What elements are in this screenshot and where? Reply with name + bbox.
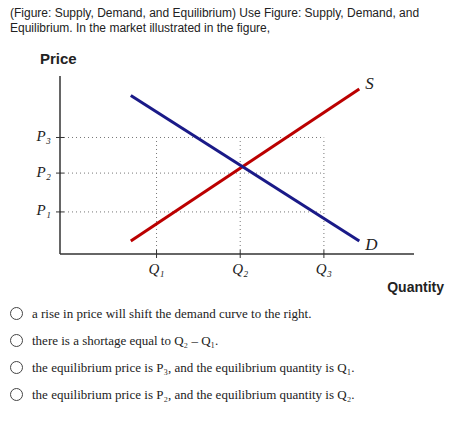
option: the equilibrium price is P₂, and the equ… xyxy=(10,381,468,408)
grid-line xyxy=(240,137,241,254)
plot-area xyxy=(131,89,359,241)
tick-label: Q₃ xyxy=(316,261,332,277)
tick-label: P₃ xyxy=(36,128,51,144)
option-text: the equilibrium price is P₂, and the equ… xyxy=(32,387,354,403)
tick-label: P₁ xyxy=(36,202,51,218)
x-axis-label: Quantity xyxy=(387,279,444,295)
curve-label: S xyxy=(365,74,374,93)
x-axis xyxy=(60,253,414,255)
radio xyxy=(10,388,23,401)
tick-label: P₂ xyxy=(36,164,51,180)
y-axis-label: Price xyxy=(40,50,77,67)
tick-label: Q₂ xyxy=(232,261,248,277)
option: there is a shortage equal to Q₂ – Q₁. xyxy=(10,327,468,354)
curve-label: D xyxy=(364,235,378,254)
radio xyxy=(10,334,23,347)
tick-label: Q₁ xyxy=(149,261,165,277)
chart: P₁ P₂ P₃ Q₁ Q₂ Q₃ Price Quantity S D xyxy=(0,42,474,297)
option: the equilibrium price is P₃, and the equ… xyxy=(10,354,468,381)
tick xyxy=(56,137,64,138)
curve xyxy=(131,89,359,241)
option: a rise in price will shift the demand cu… xyxy=(10,300,468,327)
y-axis xyxy=(59,76,61,254)
tick xyxy=(323,250,324,258)
options: a rise in price will shift the demand cu… xyxy=(10,300,468,408)
grid-line xyxy=(60,211,324,212)
tick xyxy=(156,250,157,258)
grid-line xyxy=(60,173,324,174)
option-text: the equilibrium price is P₃, and the equ… xyxy=(32,360,354,376)
tick xyxy=(56,173,64,174)
grid-line xyxy=(323,137,324,254)
option-text: a rise in price will shift the demand cu… xyxy=(32,306,311,322)
tick xyxy=(240,250,241,258)
header: (Figure: Supply, Demand, and Equilibrium… xyxy=(10,6,464,36)
option-text: there is a shortage equal to Q₂ – Q₁. xyxy=(32,333,218,349)
grid-line xyxy=(156,137,157,254)
tick xyxy=(56,211,64,212)
radio xyxy=(10,307,23,320)
radio xyxy=(10,361,23,374)
curve xyxy=(131,95,359,241)
